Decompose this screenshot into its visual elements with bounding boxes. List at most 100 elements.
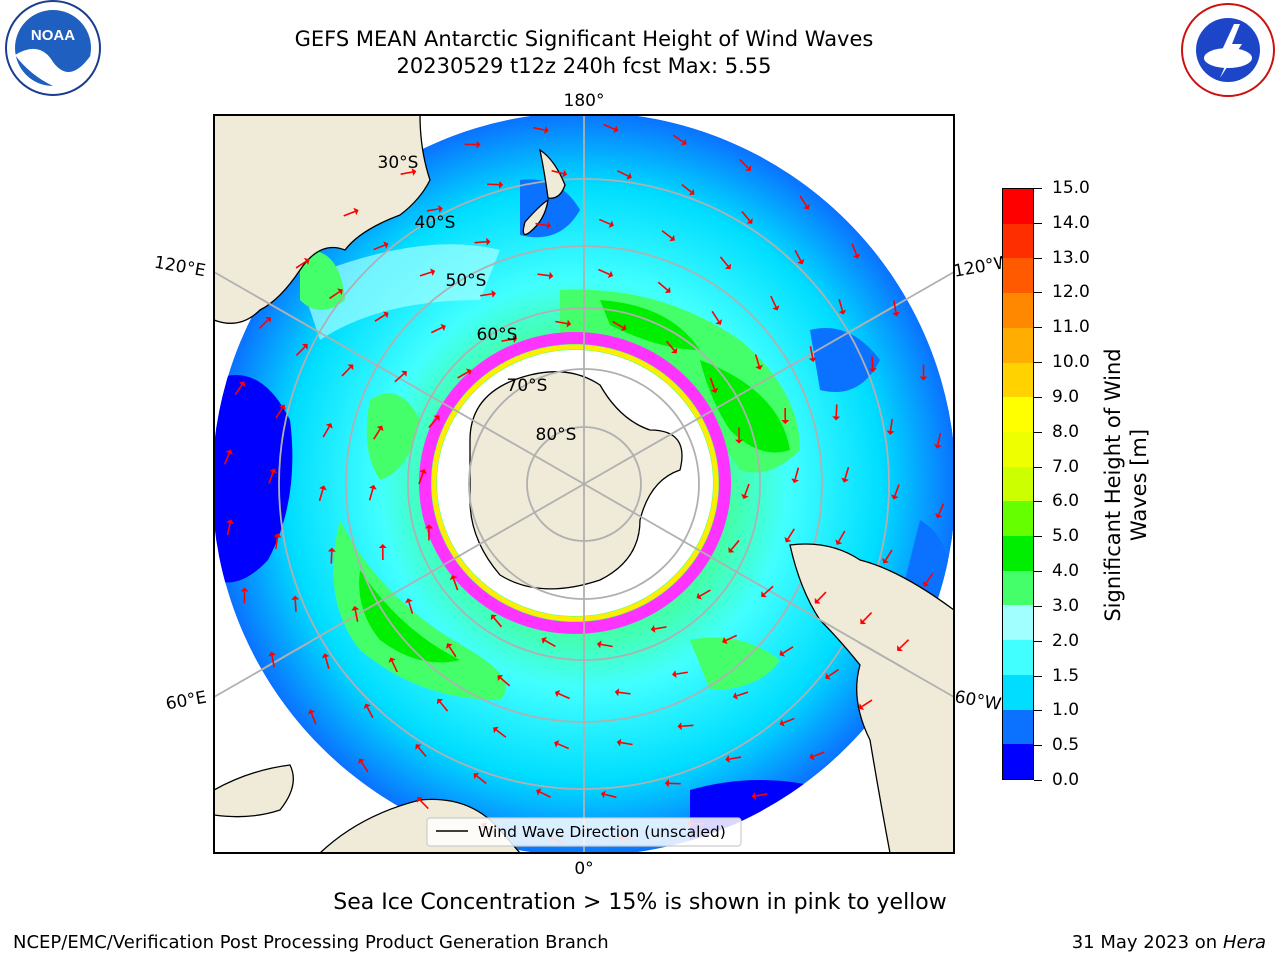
latitude-label-80s: 80°S <box>536 425 577 445</box>
colorbar-tick-label: 4.0 <box>1052 561 1080 582</box>
colorbar-tick-label: 7.0 <box>1052 456 1080 477</box>
latitude-label-70s: 70°S <box>507 376 548 396</box>
wind-wave-arrow-shaft <box>354 609 359 622</box>
colorbar-segment <box>1003 293 1033 328</box>
wind-wave-arrow-shaft <box>851 243 858 256</box>
wind-wave-arrow-head <box>779 649 786 657</box>
wind-wave-arrow-shaft <box>654 626 667 630</box>
wind-wave-arrow-head <box>886 430 895 435</box>
wind-wave-arrow-head <box>278 404 286 410</box>
wind-wave-arrow-shaft <box>675 671 688 675</box>
wind-wave-arrow-shaft <box>271 655 275 668</box>
meridian-label-0: 0° <box>574 859 593 879</box>
wind-wave-arrow-shaft <box>672 134 684 143</box>
wind-wave-arrow-head <box>710 387 719 393</box>
colorbar <box>1002 188 1034 780</box>
wind-wave-arrow-head <box>616 738 622 747</box>
wind-wave-arrow-head <box>809 752 815 761</box>
wind-wave-arrow-head <box>466 368 472 376</box>
wind-wave-arrow-head <box>491 289 496 298</box>
wind-wave-arrow-shaft <box>500 677 511 687</box>
colorbar-tick-mark <box>1034 501 1042 503</box>
wind-wave-arrow-shaft <box>794 467 800 480</box>
wind-wave-arrow-shaft <box>535 222 548 227</box>
colorbar-tick-mark <box>1034 466 1042 468</box>
wind-wave-arrow-head <box>919 376 928 381</box>
wind-wave-arrow-head <box>388 657 396 663</box>
meridian-label-120e: 120°E <box>153 253 207 282</box>
wind-wave-arrow-head <box>430 268 436 276</box>
wind-wave-arrow-shaft <box>884 549 893 561</box>
colorbar-tick-mark <box>1034 362 1042 364</box>
wind-wave-arrow-head <box>669 234 675 242</box>
wind-wave-arrow-shaft <box>366 706 374 719</box>
wind-wave-arrow-shaft <box>754 354 760 367</box>
colorbar-segment <box>1003 189 1033 224</box>
wind-wave-arrow-shaft <box>782 646 794 654</box>
wind-wave-arrow-head <box>715 319 723 325</box>
wind-wave-arrow-head <box>600 790 606 799</box>
wind-wave-arrow-head <box>415 744 422 750</box>
wind-wave-arrow-shaft <box>368 488 374 501</box>
wind-wave-arrow-head <box>791 478 799 484</box>
colorbar-tick-mark <box>1034 257 1042 259</box>
wind-wave-arrow-head <box>476 140 481 149</box>
wind-wave-arrow-shaft <box>501 338 514 342</box>
latitude-label-50s: 50°S <box>446 271 487 291</box>
wind-wave-arrow-shaft <box>871 356 874 369</box>
wind-wave-arrow-head <box>486 237 491 246</box>
colorbar-tick-mark <box>1034 675 1042 677</box>
wind-wave-arrow-head <box>681 138 687 146</box>
wind-wave-arrow-head <box>405 598 413 604</box>
wind-wave-arrow-head <box>358 758 365 765</box>
wind-wave-arrow-head <box>493 726 499 734</box>
wind-wave-arrow-shaft <box>480 293 493 297</box>
wind-wave-arrow-head <box>369 484 377 490</box>
wind-wave-arrow-shaft <box>329 291 340 300</box>
wind-wave-arrow-head <box>891 494 899 500</box>
colorbar-tick-mark <box>1034 640 1042 642</box>
colorbar-tick-mark <box>1034 780 1042 781</box>
colorbar-segment <box>1003 674 1033 710</box>
wind-wave-arrow-shaft <box>861 699 873 708</box>
wind-wave-arrow-head <box>562 169 568 178</box>
wind-wave-arrow-head <box>858 703 865 710</box>
wind-wave-arrow-shaft <box>709 377 716 390</box>
wind-wave-arrow-shaft <box>699 589 711 597</box>
colorbar-tick-mark <box>1034 222 1042 224</box>
wind-wave-arrow-head <box>436 698 444 705</box>
wind-wave-arrow-head <box>814 597 821 604</box>
wind-wave-arrow-shaft <box>618 691 631 695</box>
wind-wave-arrow-shaft <box>275 407 284 419</box>
wind-wave-arrow-head <box>268 651 276 657</box>
colorbar-tick-label: 10.0 <box>1052 352 1090 373</box>
footer-date: 31 May 2023 on Hera <box>1072 932 1266 953</box>
wind-wave-arrow-shaft <box>600 643 613 648</box>
land-masses <box>214 115 954 853</box>
wind-wave-arrow-shaft <box>391 660 398 673</box>
colorbar-tick-label: 9.0 <box>1052 386 1080 407</box>
wind-wave-arrow-shaft <box>809 346 814 359</box>
latitude-label-60s: 60°S <box>477 325 518 345</box>
wind-wave-arrow-shaft <box>295 260 307 269</box>
wind-wave-arrow-shaft <box>495 729 507 738</box>
wind-wave-arrow-shaft <box>223 453 230 465</box>
meridian-label-60w: 60°W <box>953 687 1003 715</box>
wind-wave-arrow-shaft <box>893 300 897 313</box>
wind-wave-arrow-head <box>732 692 738 700</box>
wind-wave-arrow-head <box>554 689 561 698</box>
colorbar-tick-label: 1.0 <box>1052 700 1080 721</box>
wind-wave-arrow-shaft <box>408 601 414 614</box>
wind-wave-arrow-head <box>238 381 246 387</box>
wind-wave-arrow-shaft <box>938 503 945 515</box>
wind-wave-arrow-head <box>536 788 542 796</box>
wind-wave-arrow-head <box>688 188 695 196</box>
wind-wave-arrow-shaft <box>226 522 231 536</box>
wind-wave-arrow-shaft <box>343 210 356 217</box>
colorbar-label-line2: Waves [m] <box>1127 428 1151 542</box>
wind-wave-arrow-head <box>897 645 903 651</box>
colorbar-tick-label: 1.5 <box>1052 665 1080 686</box>
wind-wave-arrow-head <box>499 180 504 189</box>
wind-wave-arrow-head <box>417 797 423 803</box>
colorbar-tick-mark <box>1034 710 1042 712</box>
